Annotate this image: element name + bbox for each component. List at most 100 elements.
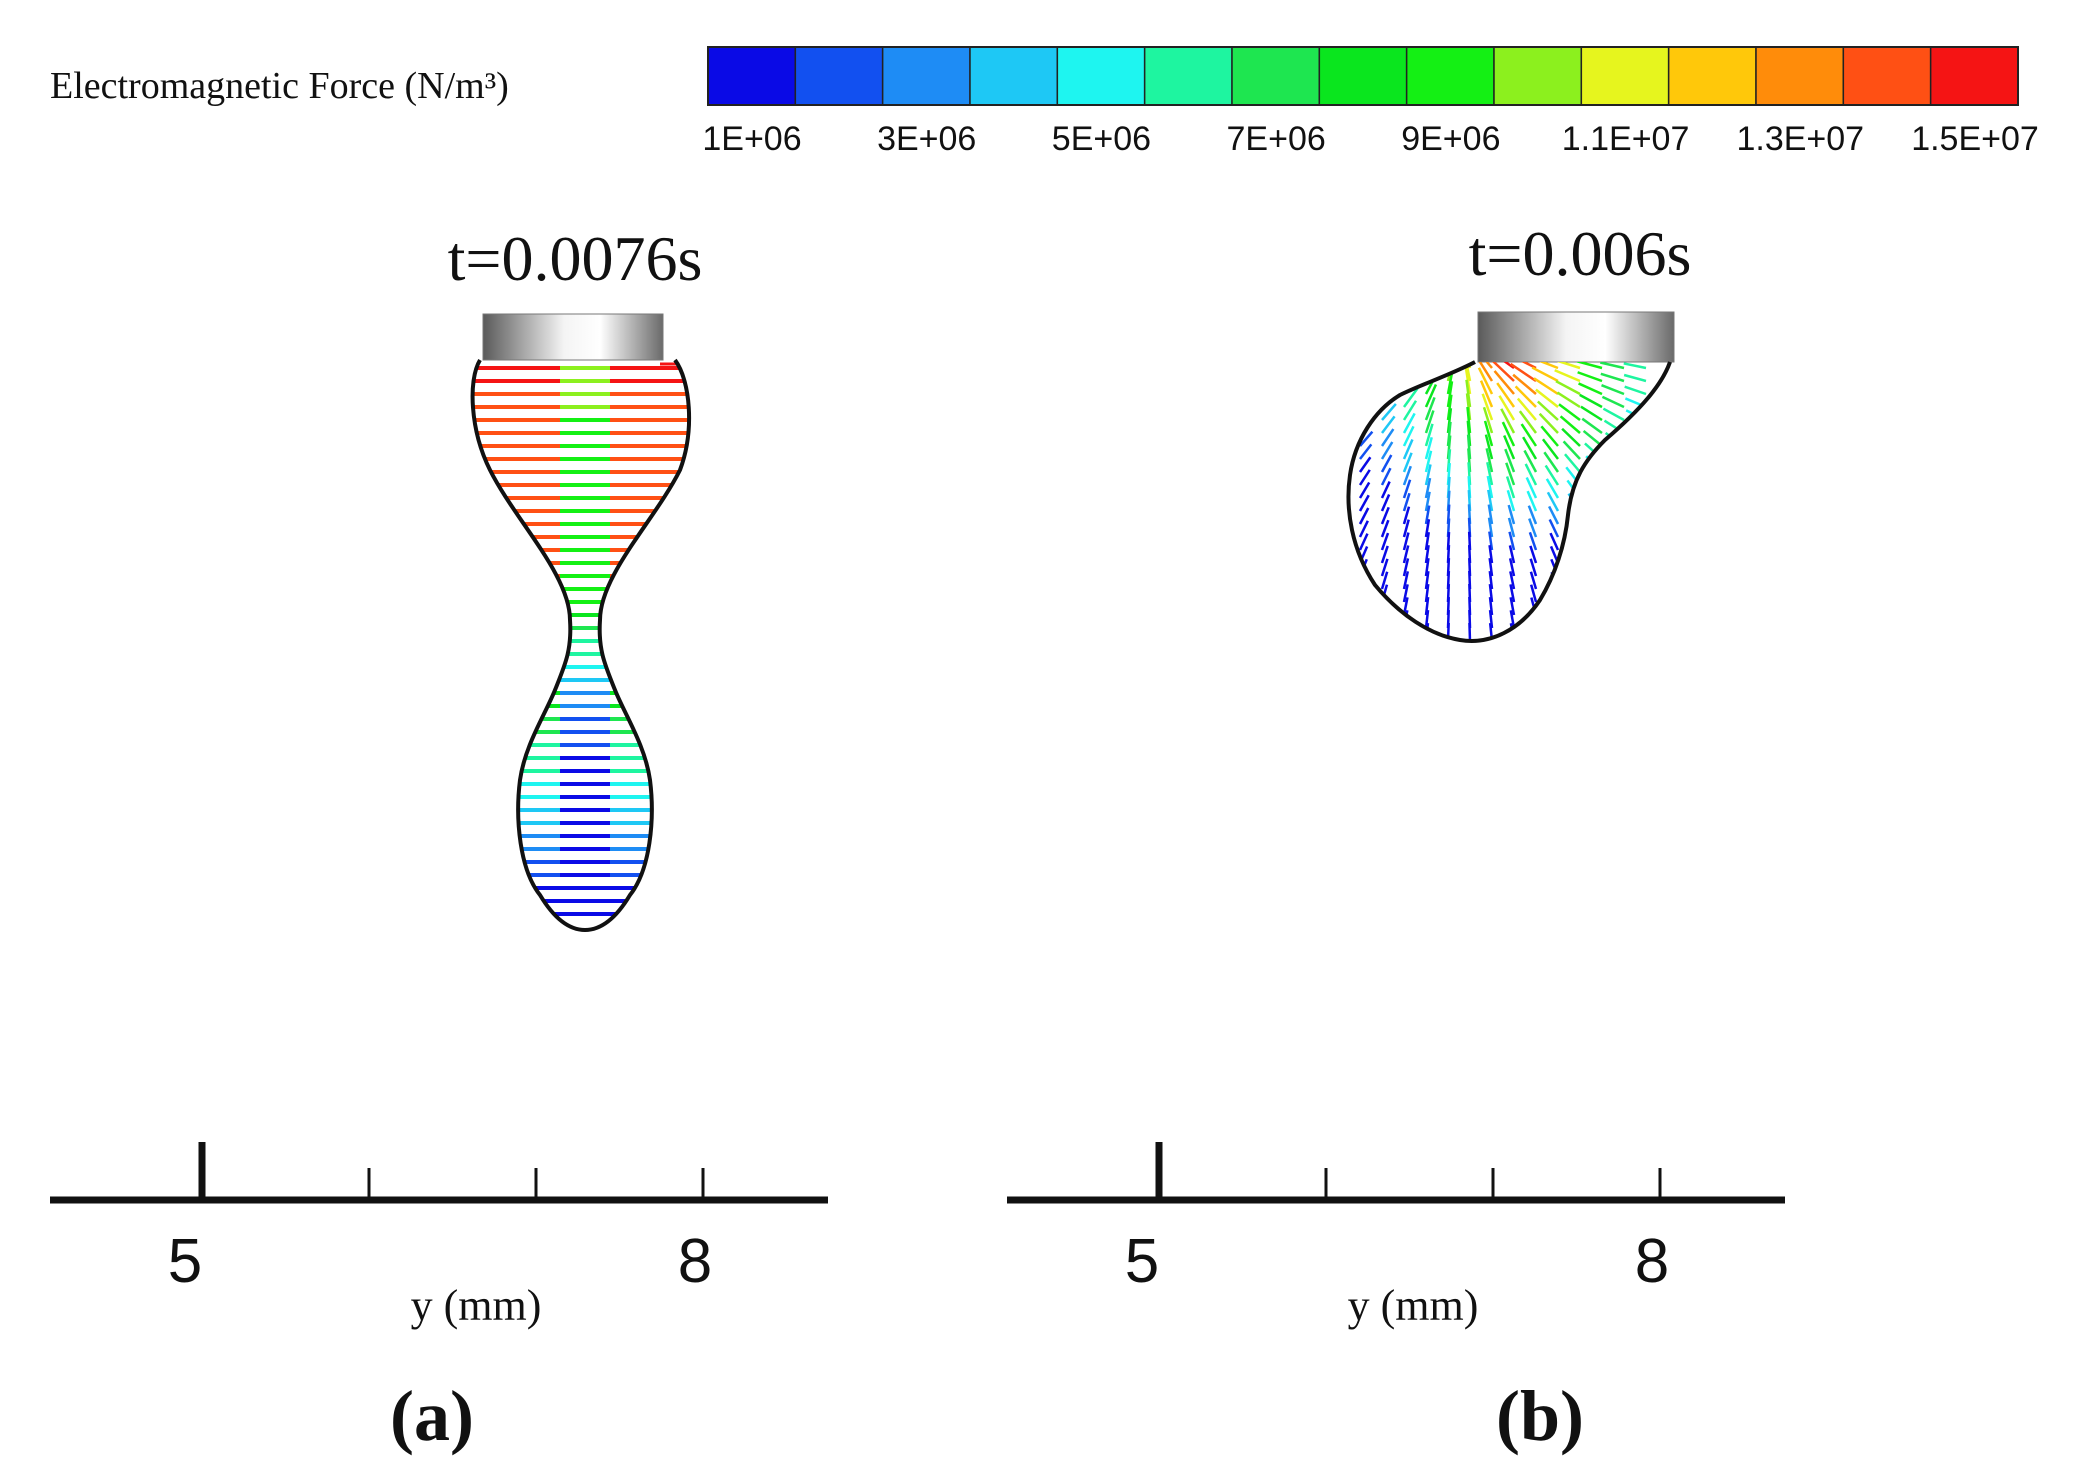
force-vector <box>1358 494 1370 512</box>
colorbar-tick-label: 1.1E+07 <box>1562 120 1690 158</box>
force-vector <box>1631 484 1647 499</box>
molten-droplet-icon <box>470 358 691 933</box>
force-vector <box>1358 623 1367 641</box>
force-vector <box>1523 449 1538 473</box>
force-vector <box>1548 505 1560 525</box>
force-vector <box>1632 497 1647 512</box>
force-vector <box>1493 370 1515 395</box>
force-vector <box>1380 428 1395 447</box>
molten-droplet-icon-b <box>1346 360 1672 643</box>
force-vector <box>1591 546 1604 564</box>
force-vector <box>1358 584 1368 603</box>
force-vector <box>1543 451 1560 473</box>
force-vector <box>1635 624 1648 641</box>
force-vector <box>1612 547 1626 564</box>
force-vector <box>1403 362 1425 370</box>
x-axis-b <box>1007 1142 1785 1204</box>
force-vector <box>1633 548 1647 564</box>
force-vector <box>1529 558 1538 577</box>
force-vector <box>1507 362 1537 370</box>
force-vector <box>1424 477 1432 499</box>
force-vector <box>1518 410 1538 434</box>
colorbar-segment <box>1231 46 1321 106</box>
force-vector <box>1488 557 1494 577</box>
force-vector <box>1380 571 1389 590</box>
force-vector <box>1536 400 1559 421</box>
force-vector <box>1635 599 1648 616</box>
force-vector <box>1634 560 1647 577</box>
time-label-a: t=0.0076s <box>448 223 703 294</box>
force-vector <box>1424 491 1431 512</box>
force-vector <box>1551 623 1560 641</box>
force-vector <box>1358 481 1371 499</box>
force-vector <box>1561 427 1581 447</box>
force-vector <box>1488 596 1494 616</box>
force-vector <box>1548 518 1560 538</box>
force-vector <box>1634 573 1648 590</box>
force-vector <box>1526 490 1538 512</box>
force-vector <box>1586 468 1603 486</box>
force-vector <box>1359 393 1377 408</box>
force-vector <box>1498 395 1516 421</box>
force-vector <box>1592 598 1604 616</box>
force-vector <box>1507 517 1516 538</box>
force-vector <box>1446 381 1454 408</box>
force-vector <box>1632 510 1647 525</box>
force-vector <box>1359 443 1373 460</box>
colorbar <box>707 46 2019 106</box>
force-vector <box>1424 450 1433 473</box>
force-vector <box>1541 438 1559 460</box>
force-vector <box>1509 597 1516 616</box>
force-vector <box>1506 489 1516 512</box>
force-vector <box>1358 533 1369 551</box>
force-vector <box>1527 505 1538 525</box>
force-vector <box>1581 417 1603 435</box>
colorbar-segment <box>707 46 797 106</box>
colorbar-tick-label: 3E+06 <box>877 120 976 158</box>
force-vector <box>1380 532 1390 551</box>
force-vector <box>1475 362 1494 382</box>
force-vector <box>1538 412 1559 434</box>
force-vector <box>1402 532 1410 551</box>
force-vector <box>1380 467 1392 486</box>
force-vector <box>1380 481 1391 499</box>
force-vector <box>1358 520 1369 538</box>
force-vector <box>1571 597 1582 616</box>
colorbar-segment <box>1929 46 2019 106</box>
force-vectors-b <box>1358 362 1648 641</box>
force-vector <box>1358 597 1368 616</box>
force-vector <box>1508 545 1516 564</box>
x-axis-a <box>50 1142 828 1204</box>
force-vector <box>1610 496 1625 512</box>
force-vector <box>1504 448 1516 473</box>
force-vector <box>1380 558 1389 577</box>
force-vector <box>1483 420 1494 447</box>
colorbar-segment <box>969 46 1059 106</box>
force-vector <box>1611 522 1625 538</box>
force-vector <box>1614 624 1626 641</box>
force-vector <box>1590 521 1604 538</box>
colorbar-tick-label: 5E+06 <box>1052 120 1151 158</box>
force-vector <box>1424 436 1433 460</box>
colorbar-segment <box>794 46 884 106</box>
force-vector <box>1381 368 1401 383</box>
force-vector <box>1589 507 1604 525</box>
force-vector <box>1531 366 1559 383</box>
force-vector <box>1424 545 1430 564</box>
force-vector <box>1568 506 1582 525</box>
force-vector <box>1608 469 1625 486</box>
force-vector <box>1488 609 1494 629</box>
force-vector <box>1588 494 1603 512</box>
force-vector <box>1446 408 1453 434</box>
colorbar-tick-label: 1E+06 <box>702 120 801 158</box>
force-vector <box>1623 362 1647 370</box>
force-vector <box>1550 584 1560 603</box>
x-axis-label-a: y (mm) <box>411 1281 542 1330</box>
force-vector <box>1623 373 1647 383</box>
force-vector <box>1424 596 1430 616</box>
force-vector <box>1592 572 1604 590</box>
force-vector <box>1402 439 1414 460</box>
force-vector <box>1525 476 1538 499</box>
time-label-b: t=0.006s <box>1469 218 1692 289</box>
force-vector <box>1425 362 1444 369</box>
